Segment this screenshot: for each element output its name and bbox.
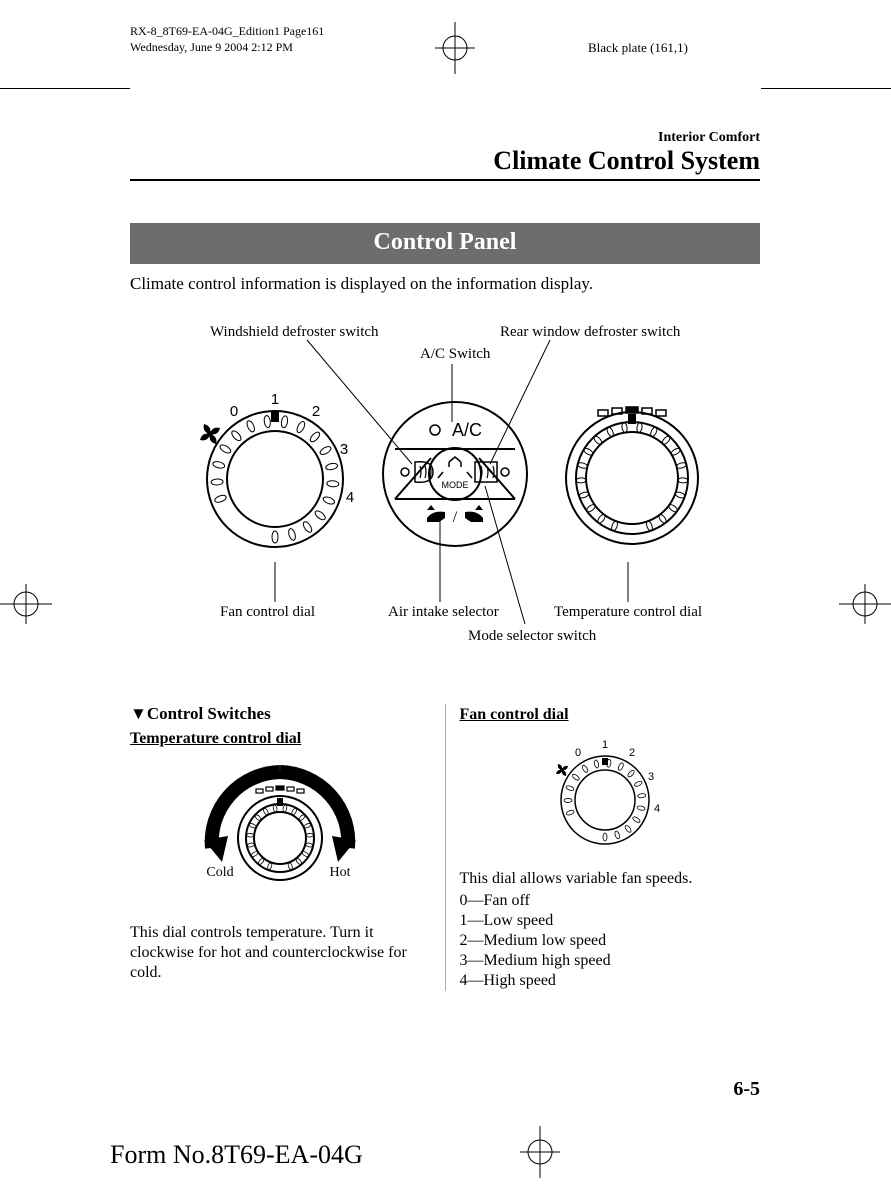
label-temp-dial: Temperature control dial (554, 604, 702, 621)
svg-text:/: / (453, 509, 458, 526)
cold-label: Cold (207, 865, 234, 880)
control-panel-diagram: Windshield defroster switch A/C Switch R… (130, 324, 760, 684)
chapter-subsection: Interior Comfort (130, 130, 760, 147)
svg-text:3: 3 (648, 771, 654, 783)
form-number: Form No.8T69-EA-04G (110, 1140, 363, 1170)
fan-dial-illustration: 0 1 2 3 4 (460, 734, 761, 859)
right-column: Fan control dial 0 1 2 3 4 (446, 704, 761, 991)
left-column: ▼Control Switches Temperature control di… (130, 704, 446, 991)
section-banner: Control Panel (130, 223, 760, 264)
crop-mark-top (435, 22, 475, 74)
fan-dial-intro: This dial allows variable fan speeds. (460, 869, 761, 889)
temp-dial-heading: Temperature control dial (130, 730, 431, 748)
intro-text: Climate control information is displayed… (130, 274, 760, 294)
black-plate: Black plate (161,1) (588, 40, 688, 56)
label-fan-dial: Fan control dial (220, 604, 315, 621)
control-switches-heading: ▼Control Switches (130, 704, 431, 724)
crop-mark-bottom (520, 1126, 560, 1178)
svg-text:2: 2 (629, 747, 635, 759)
svg-text:0: 0 (575, 747, 581, 759)
speed-4: 4―High speed (460, 971, 761, 991)
speed-0: 0―Fan off (460, 891, 761, 911)
svg-text:3: 3 (340, 441, 348, 458)
center-switch-cluster-icon: A/C / (375, 394, 535, 554)
label-mode-selector: Mode selector switch (468, 628, 596, 645)
trim-line-right (761, 88, 891, 89)
fan-speed-list: 0―Fan off 1―Low speed 2―Medium low speed… (460, 891, 761, 991)
fan-control-dial-icon: 0 1 2 3 4 (190, 384, 360, 554)
label-air-intake: Air intake selector (388, 604, 499, 621)
fan-dial-heading: Fan control dial (460, 706, 761, 724)
chapter-title: Climate Control System (130, 147, 760, 176)
svg-text:2: 2 (312, 403, 320, 420)
speed-1: 1―Low speed (460, 911, 761, 931)
doc-id: RX-8_8T69-EA-04G_Edition1 Page161 (130, 24, 324, 40)
print-meta: RX-8_8T69-EA-04G_Edition1 Page161 Wednes… (130, 24, 324, 55)
chapter-rule (130, 179, 760, 181)
svg-text:1: 1 (271, 391, 279, 408)
speed-2: 2―Medium low speed (460, 931, 761, 951)
crop-mark-right (839, 584, 891, 624)
svg-text:A/C: A/C (452, 420, 482, 440)
page-number: 6-5 (733, 1078, 760, 1101)
temp-dial-body: This dial controls temperature. Turn it … (130, 923, 431, 983)
svg-text:4: 4 (654, 803, 660, 815)
svg-text:4: 4 (346, 489, 354, 506)
temperature-dial-icon (550, 388, 715, 553)
chapter-header: Interior Comfort Climate Control System (130, 88, 760, 181)
print-date: Wednesday, June 9 2004 2:12 PM (130, 40, 324, 56)
svg-text:0: 0 (230, 403, 238, 420)
hot-label: Hot (330, 865, 351, 880)
trim-line-left (0, 88, 130, 89)
svg-text:MODE: MODE (442, 480, 469, 490)
speed-3: 3―Medium high speed (460, 951, 761, 971)
svg-text:1: 1 (602, 739, 608, 751)
control-switches-label: Control Switches (147, 704, 271, 723)
crop-mark-left (0, 584, 52, 624)
temp-dial-illustration: Cold Hot (130, 758, 431, 913)
